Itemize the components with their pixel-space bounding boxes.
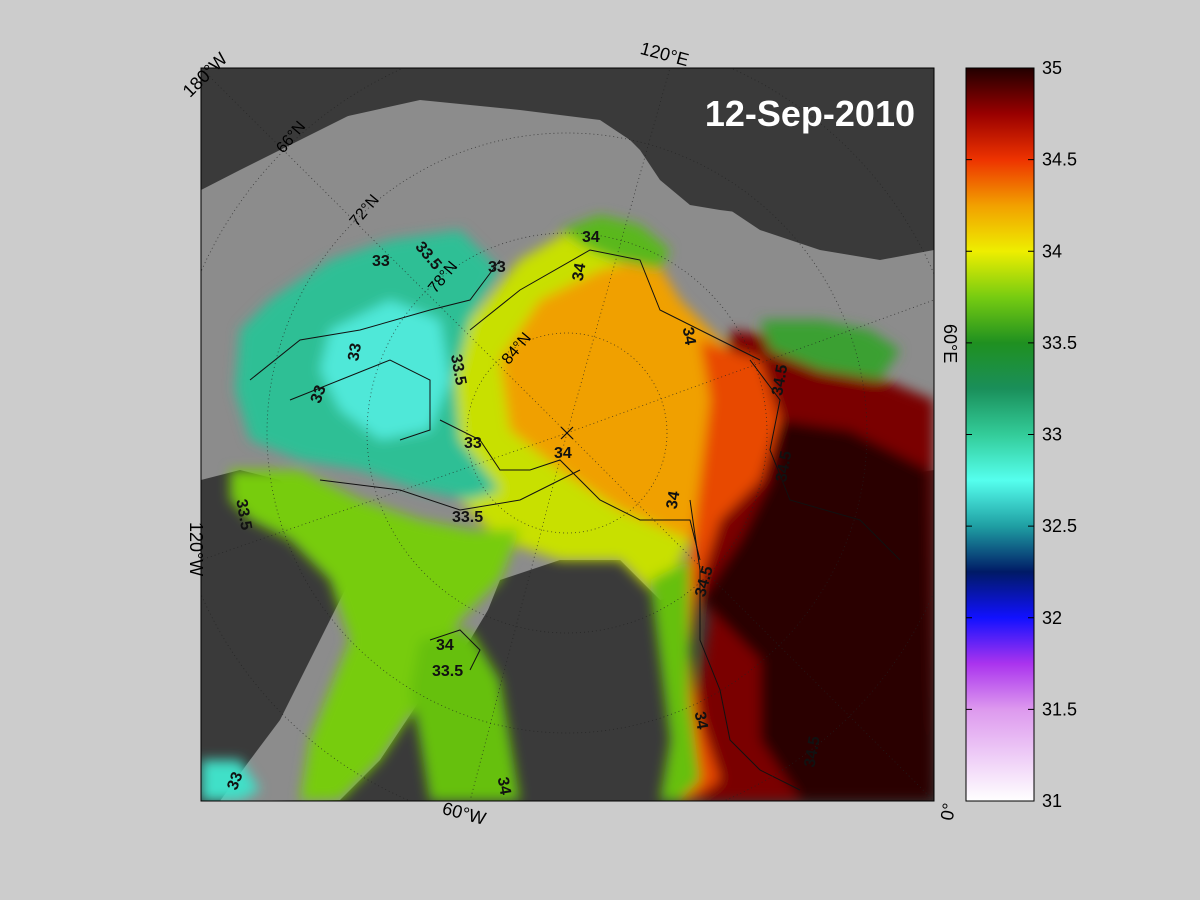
colorbar-tick-label: 32.5 xyxy=(1042,516,1077,536)
contour-label-34: 34 xyxy=(570,262,590,283)
longitude-label-60w: 60°W xyxy=(440,798,488,829)
contour-label-33: 33 xyxy=(464,435,482,452)
colorbar-tick-label: 34 xyxy=(1042,241,1062,261)
colorbar-gradient xyxy=(965,67,1035,802)
graticule xyxy=(201,68,934,801)
contour-label-33-5: 33.5 xyxy=(232,498,254,532)
contour-label-34: 34 xyxy=(582,229,600,246)
contour-label-34: 34 xyxy=(554,445,572,462)
contour-label-33-5: 33.5 xyxy=(432,663,463,680)
colorbar-tick-label: 31 xyxy=(1042,791,1062,811)
contour-label-34: 34 xyxy=(494,776,514,797)
colorbar: 35 34.5 34 33.5 33 32.5 32 31.5 31 xyxy=(965,58,1077,811)
barents-shelf xyxy=(760,320,900,380)
contour-label-33: 33 xyxy=(224,770,246,793)
contour-label-33-5: 33.5 xyxy=(447,353,469,387)
salinity-contours xyxy=(249,249,901,791)
map-frame xyxy=(200,67,935,802)
contour-label-33: 33 xyxy=(345,342,365,363)
contour-label-34-5: 34.5 xyxy=(773,450,795,484)
contour-label-33-5: 33.5 xyxy=(452,509,483,526)
longitude-label-120w: 120°W xyxy=(186,522,206,576)
contour-label-34: 34 xyxy=(679,326,699,347)
contour-label-34: 34 xyxy=(436,637,454,654)
contour-label-33: 33 xyxy=(308,383,330,406)
contour-label-34-5: 34.5 xyxy=(802,735,824,769)
transition-band xyxy=(450,220,690,600)
contour-label-33: 33 xyxy=(488,259,506,276)
longitude-label-120e: 120°E xyxy=(638,38,691,70)
longitude-label-60e: 60°E xyxy=(940,324,960,363)
colorbar-tick-label: 34.5 xyxy=(1042,150,1077,170)
atlantic-core xyxy=(700,420,934,801)
greenland-land xyxy=(480,560,690,801)
colorbar-ticks: 35 34.5 34 33.5 33 32.5 32 31.5 31 xyxy=(966,58,1077,811)
colorbar-tick-label: 32 xyxy=(1042,608,1062,628)
alaska-land xyxy=(201,68,420,190)
siberian-shelf xyxy=(560,215,670,270)
contour-label-34: 34 xyxy=(691,710,711,731)
colorbar-tick-label: 33 xyxy=(1042,425,1062,445)
archipelago-channels xyxy=(230,470,520,801)
colorbar-tick-label: 31.5 xyxy=(1042,699,1077,719)
colorbar-tick-label: 35 xyxy=(1042,58,1062,78)
colorbar-tick-label: 33.5 xyxy=(1042,333,1077,353)
contour-label-34-5: 34.5 xyxy=(769,363,791,397)
eurasia-land xyxy=(560,68,934,245)
contour-label-34: 34 xyxy=(664,490,684,511)
baffin-bay xyxy=(410,630,520,801)
eurasian-basin xyxy=(490,240,760,540)
canadian-basin-fresh-core xyxy=(320,300,450,440)
north-pole-marker xyxy=(560,426,574,440)
contour-label-33: 33 xyxy=(372,253,390,270)
east-greenland-shelf xyxy=(650,560,700,801)
bering-region xyxy=(201,760,260,801)
date-label: 12-Sep-2010 xyxy=(705,93,915,134)
map-panel: 33 33 33 33 33 33 33.5 33.5 33.5 33.5 33… xyxy=(201,68,934,801)
longitude-label-0: 0° xyxy=(937,802,960,822)
